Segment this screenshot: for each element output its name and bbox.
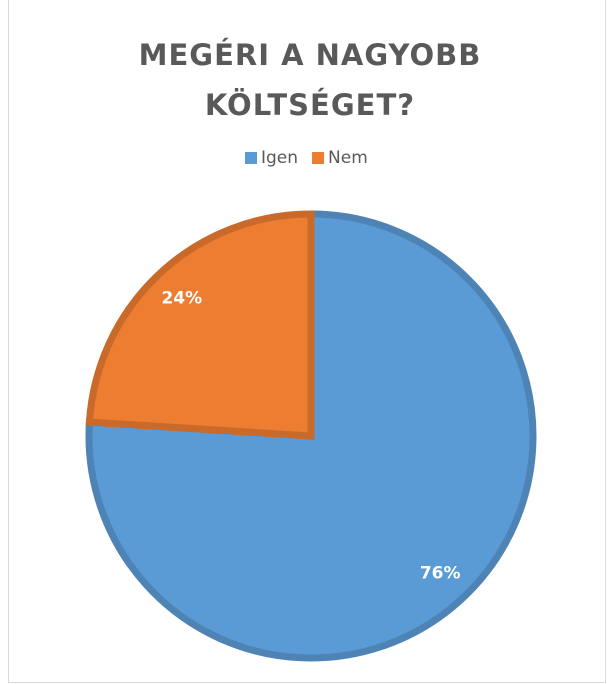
legend-swatch — [245, 152, 257, 164]
pie-slice — [85, 210, 315, 440]
legend-swatch — [312, 152, 325, 164]
legend-label: Nem — [328, 148, 368, 168]
chart-frame — [8, 0, 606, 683]
pie-slice — [85, 210, 537, 662]
legend-label: Igen — [261, 148, 298, 168]
data-label: 24% — [161, 288, 202, 308]
data-label: 76% — [420, 564, 461, 584]
chart-title: MEGÉRI A NAGYOBB KÖLTSÉGET? — [138, 38, 482, 122]
